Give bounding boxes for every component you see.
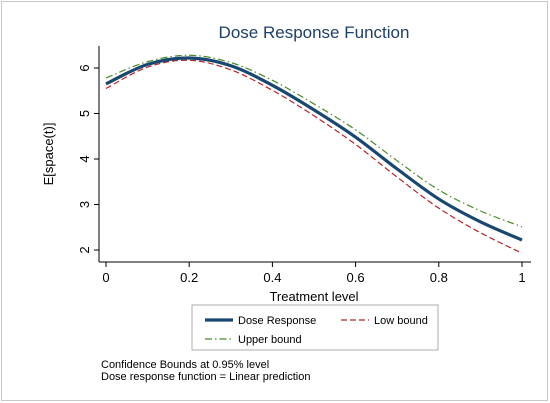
x-tick-label: 0.8 (430, 270, 448, 285)
plot-region (99, 46, 531, 262)
legend-label-upper-bound: Upper bound (238, 334, 302, 346)
series-line-dose-response (105, 56, 523, 242)
axis-ticks: 0 0.2 0.4 0.6 0.8 1 2 3 4 5 6 (77, 64, 526, 285)
y-axis-title: E[space(t)] (41, 123, 56, 186)
series-line-low-bound (105, 59, 523, 254)
note-confidence-bounds: Confidence Bounds at 0.95% level (101, 359, 270, 371)
y-tick-label: 3 (77, 201, 92, 208)
series-line-upper-bound (105, 54, 523, 228)
x-tick-label: 0.6 (347, 270, 365, 285)
legend: Dose Response Low bound Upper bound (191, 304, 439, 351)
y-tick-label: 2 (77, 246, 92, 253)
x-tick-label: 1 (518, 270, 525, 285)
chart-title: Dose Response Function (219, 23, 410, 42)
y-tick-label: 6 (77, 64, 92, 71)
legend-box (191, 304, 439, 351)
legend-label-dose-response: Dose Response (238, 315, 316, 327)
legend-label-low-bound: Low bound (374, 315, 428, 327)
x-tick-label: 0.2 (180, 270, 198, 285)
series-layer (105, 54, 523, 254)
x-tick-label: 0 (102, 270, 109, 285)
x-tick-label: 0.4 (263, 270, 281, 285)
y-tick-label: 4 (77, 155, 92, 162)
x-axis-title: Treatment level (269, 289, 358, 304)
y-tick-label: 5 (77, 110, 92, 117)
note-dose-response-method: Dose response function = Linear predicti… (101, 371, 311, 383)
